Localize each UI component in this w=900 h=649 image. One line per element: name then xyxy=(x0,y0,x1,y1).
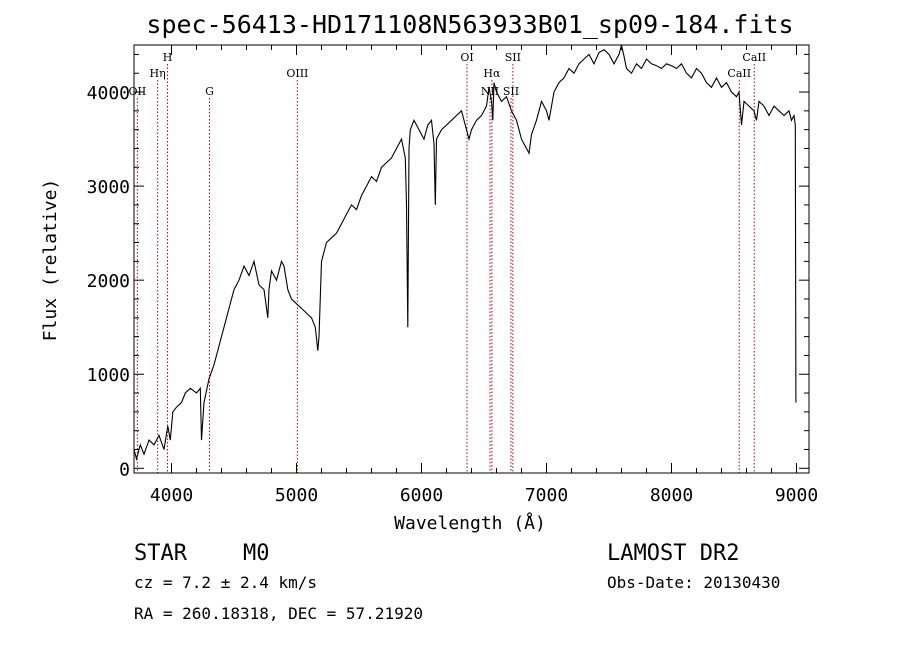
subclass-label: M0 xyxy=(243,541,270,566)
y-axis-label: Flux (relative) xyxy=(40,179,61,342)
line-marker-label: Hα xyxy=(483,67,501,80)
y-tick-label: 0 xyxy=(119,459,130,480)
x-tick-label: 9000 xyxy=(775,485,818,506)
coordinates-label: RA = 260.18318, DEC = 57.21920 xyxy=(134,604,423,623)
redshift-label: cz = 7.2 ± 2.4 km/s xyxy=(134,573,317,592)
x-tick-label: 5000 xyxy=(275,485,318,506)
x-tick-label: 6000 xyxy=(400,485,443,506)
x-tick-label: 7000 xyxy=(525,485,568,506)
x-axis-label: Wavelength (Å) xyxy=(394,512,546,534)
chart-title: spec-56413-HD171108N563933B01_sp09-184.f… xyxy=(146,10,793,39)
axis-ticks: 4000 5000 6000 7000 8000 9000 0 1000 2000 3000 400… xyxy=(87,45,818,506)
line-marker-label: CaII xyxy=(727,67,751,80)
line-marker-label: H xyxy=(163,51,173,64)
x-tick-label: 8000 xyxy=(650,485,693,506)
line-marker-label: Hη xyxy=(150,67,166,80)
x-tick-label: 4000 xyxy=(150,485,193,506)
line-marker-label: G xyxy=(205,85,214,98)
class-label: STAR xyxy=(134,541,188,566)
line-marker-label: CaII xyxy=(742,51,766,64)
y-tick-label: 4000 xyxy=(87,83,130,104)
spectrum-line xyxy=(133,44,797,462)
line-marker-label: SII xyxy=(503,85,519,98)
line-marker-label: OIII xyxy=(286,67,308,80)
survey-label: LAMOST DR2 xyxy=(607,541,739,566)
obs-date-label: Obs-Date: 20130430 xyxy=(607,573,780,592)
y-tick-label: 2000 xyxy=(87,271,130,292)
line-marker-label: SII xyxy=(505,51,521,64)
y-tick-label: 1000 xyxy=(87,365,130,386)
line-marker-label: OI xyxy=(460,51,473,64)
y-tick-label: 3000 xyxy=(87,177,130,198)
line-marker-label: OII xyxy=(129,85,147,98)
plot-frame xyxy=(133,44,810,474)
